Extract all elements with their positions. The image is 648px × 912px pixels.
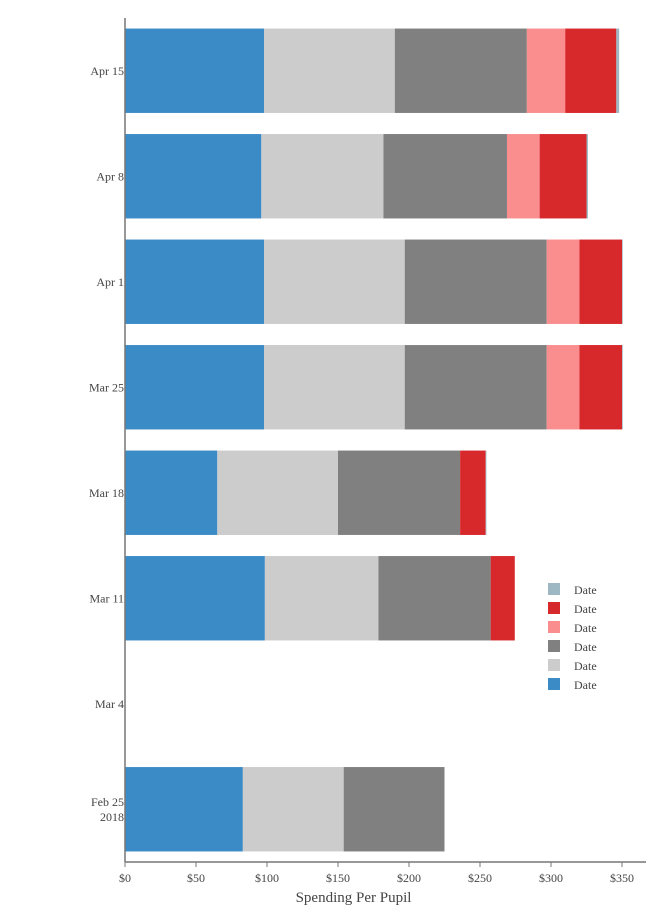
bar-5-series-3 — [546, 239, 580, 324]
bar-2-series-1 — [264, 556, 379, 641]
y-tick-label-0: Feb 25 2018 — [91, 795, 124, 824]
bar-2-series-4 — [490, 556, 515, 641]
bar-4-series-2 — [404, 345, 547, 430]
y-tick-label-4: Mar 25 — [89, 380, 124, 394]
legend-label-0[interactable]: Date — [574, 678, 597, 692]
bar-5-series-2 — [404, 239, 547, 324]
bar-4-series-1 — [264, 345, 405, 430]
legend-swatch-3[interactable] — [548, 621, 560, 633]
bar-0-series-2 — [343, 767, 445, 852]
bar-0-series-1 — [242, 767, 344, 852]
bar-3-series-2 — [338, 450, 461, 535]
y-tick-label-2: Mar 11 — [89, 591, 124, 605]
legend-swatch-5[interactable] — [548, 583, 560, 595]
bar-7-series-3 — [526, 28, 566, 113]
bar-6-series-5 — [586, 134, 588, 219]
bar-6-series-3 — [506, 134, 540, 219]
legend-swatch-2[interactable] — [548, 640, 560, 652]
y-tick-label-6: Apr 8 — [96, 169, 124, 183]
bar-7-series-4 — [565, 28, 617, 113]
bar-6-series-0 — [125, 134, 262, 219]
bar-2-series-0 — [125, 556, 265, 641]
bar-6-series-1 — [261, 134, 384, 219]
x-tick-label-7: $350 — [610, 871, 634, 885]
bar-4-series-3 — [546, 345, 580, 430]
x-tick-label-4: $200 — [397, 871, 421, 885]
bar-7-series-0 — [125, 28, 265, 113]
bar-5-series-4 — [579, 239, 622, 324]
bar-6-series-4 — [539, 134, 587, 219]
x-axis-title: Spending Per Pupil — [296, 890, 412, 906]
legend-swatch-4[interactable] — [548, 602, 560, 614]
bar-3-series-5 — [485, 450, 487, 535]
bar-5-series-1 — [264, 239, 405, 324]
legend-swatch-0[interactable] — [548, 678, 560, 690]
y-tick-label-5: Apr 1 — [96, 275, 124, 289]
x-tick-label-0: $0 — [119, 871, 131, 885]
bar-7-series-5 — [616, 28, 620, 113]
x-tick-label-5: $250 — [468, 871, 492, 885]
bar-4-series-0 — [125, 345, 265, 430]
x-tick-label-1: $50 — [187, 871, 205, 885]
x-tick-label-3: $150 — [326, 871, 350, 885]
legend-label-1[interactable]: Date — [574, 659, 597, 673]
legend-label-5[interactable]: Date — [574, 583, 597, 597]
x-tick-label-6: $300 — [539, 871, 563, 885]
bar-2-series-2 — [378, 556, 491, 641]
x-tick-label-2: $100 — [255, 871, 279, 885]
bar-7-series-2 — [394, 28, 527, 113]
y-tick-label-7: Apr 15 — [90, 64, 124, 78]
bar-4-series-4 — [579, 345, 622, 430]
bar-0-series-0 — [125, 767, 243, 852]
bar-5-series-0 — [125, 239, 265, 324]
y-tick-label-3: Mar 18 — [89, 486, 124, 500]
legend-label-3[interactable]: Date — [574, 621, 597, 635]
legend-label-2[interactable]: Date — [574, 640, 597, 654]
legend-swatch-1[interactable] — [548, 659, 560, 671]
bar-5-series-5 — [622, 239, 623, 324]
bar-6-series-2 — [383, 134, 507, 219]
y-tick-label-1: Mar 4 — [95, 697, 124, 711]
legend-label-4[interactable]: Date — [574, 602, 597, 616]
bar-7-series-1 — [264, 28, 395, 113]
bar-3-series-0 — [125, 450, 218, 535]
bar-4-series-5 — [622, 345, 623, 430]
bar-3-series-1 — [217, 450, 338, 535]
bar-3-series-4 — [460, 450, 486, 535]
